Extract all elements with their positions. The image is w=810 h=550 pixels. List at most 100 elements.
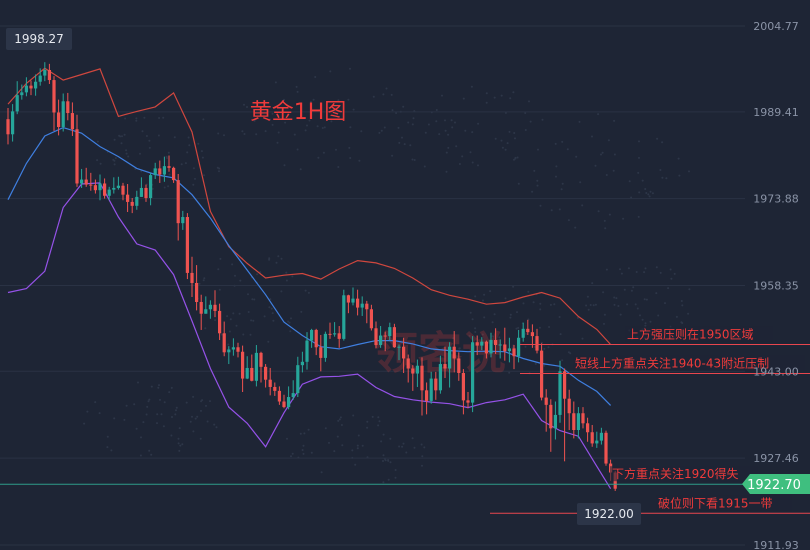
map-dot: [268, 306, 270, 308]
map-dot: [110, 449, 112, 451]
map-dot: [447, 147, 449, 149]
map-dot: [275, 81, 277, 83]
map-dot: [311, 452, 313, 454]
candle-body: [411, 369, 414, 374]
map-dot: [525, 346, 527, 348]
candle-body: [172, 168, 175, 180]
map-dot: [445, 130, 447, 132]
map-dot: [555, 176, 557, 178]
candle-body: [52, 80, 55, 112]
map-dot: [587, 296, 589, 298]
map-dot: [317, 157, 319, 159]
candle-body: [149, 175, 152, 198]
map-dot: [204, 327, 206, 329]
map-dot: [629, 180, 631, 182]
map-dot: [477, 164, 479, 166]
map-dot: [678, 158, 680, 160]
map-dot: [391, 94, 393, 96]
map-dot: [300, 311, 302, 313]
map-dot: [200, 410, 202, 412]
map-dot: [166, 156, 168, 158]
map-dot: [670, 269, 672, 271]
map-dot: [186, 402, 188, 404]
map-dot: [543, 348, 545, 350]
candle-body: [568, 399, 571, 414]
map-dot: [289, 330, 291, 332]
map-dot: [421, 444, 423, 446]
map-dot: [537, 185, 539, 187]
map-dot: [525, 333, 527, 335]
candle-body: [342, 295, 345, 339]
map-dot: [366, 421, 368, 423]
map-dot: [486, 92, 488, 94]
map-dot: [383, 434, 385, 436]
map-dot: [171, 416, 173, 418]
map-dot: [624, 289, 626, 291]
map-dot: [179, 427, 181, 429]
map-dot: [515, 157, 517, 159]
map-dot: [243, 104, 245, 106]
map-dot: [579, 121, 581, 123]
map-dot: [588, 309, 590, 311]
candle-body: [121, 186, 124, 195]
map-dot: [412, 437, 414, 439]
map-dot: [219, 258, 221, 260]
map-dot: [239, 313, 241, 315]
candle-body: [434, 379, 437, 391]
map-dot: [175, 409, 177, 411]
map-dot: [148, 400, 150, 402]
candle-body: [315, 330, 318, 347]
map-dot: [561, 359, 563, 361]
map-dot: [168, 152, 170, 154]
map-dot: [162, 117, 164, 119]
map-dot: [277, 255, 279, 257]
candle-body: [407, 358, 410, 368]
map-dot: [501, 95, 503, 97]
map-dot: [451, 119, 453, 121]
map-dot: [197, 143, 199, 145]
map-dot: [471, 86, 473, 88]
price-tick-label: 1973.88: [753, 193, 799, 206]
map-dot: [176, 407, 178, 409]
map-dot: [100, 163, 102, 165]
candle-body: [328, 334, 331, 335]
map-dot: [609, 214, 611, 216]
map-dot: [234, 275, 236, 277]
map-dot: [135, 120, 137, 122]
map-dot: [227, 344, 229, 346]
map-dot: [518, 183, 520, 185]
candle-body: [144, 188, 147, 198]
map-dot: [349, 126, 351, 128]
map-dot: [559, 208, 561, 210]
map-dot: [203, 279, 205, 281]
map-dot: [421, 465, 423, 467]
map-dot: [414, 447, 416, 449]
candle-body: [370, 309, 373, 328]
map-dot: [302, 449, 304, 451]
candle: [186, 213, 189, 279]
candle-body: [250, 368, 253, 381]
map-dot: [303, 453, 305, 455]
map-dot: [470, 312, 472, 314]
map-dot: [174, 136, 176, 138]
map-dot: [324, 126, 326, 128]
map-dot: [637, 308, 639, 310]
map-dot: [421, 455, 423, 457]
map-dot: [555, 143, 557, 145]
map-dot: [551, 209, 553, 211]
candle-body: [296, 365, 299, 393]
map-dot: [305, 290, 307, 292]
map-dot: [398, 446, 400, 448]
map-dot: [99, 412, 101, 414]
map-dot: [202, 118, 204, 120]
map-dot: [604, 227, 606, 229]
map-dot: [125, 149, 127, 151]
map-dot: [606, 269, 608, 271]
candle-body: [558, 371, 561, 415]
map-dot: [323, 152, 325, 154]
candle-body: [494, 340, 497, 345]
map-dot: [494, 97, 496, 99]
candle-body: [581, 413, 584, 423]
map-dot: [201, 150, 203, 152]
